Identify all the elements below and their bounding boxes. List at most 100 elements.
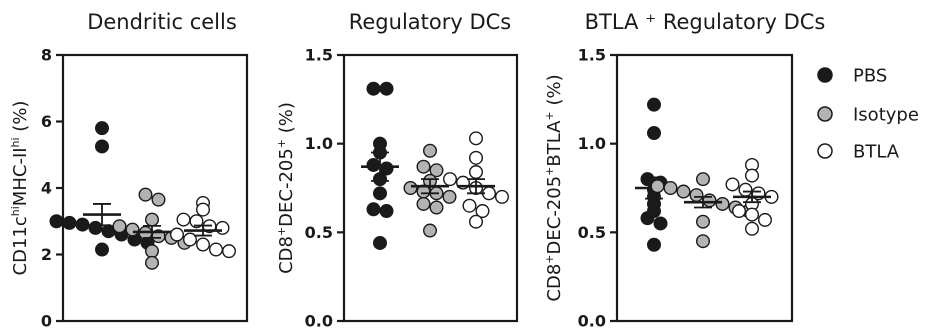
data-point-btla bbox=[208, 242, 223, 257]
y-axis-label-part: BTLA bbox=[544, 120, 565, 167]
data-point-isotype bbox=[403, 180, 418, 195]
data-point-isotype bbox=[423, 223, 438, 238]
data-point-pbs bbox=[94, 139, 109, 154]
data-point-btla bbox=[462, 198, 477, 213]
data-point-btla bbox=[469, 150, 484, 165]
y-axis-label-part: MHC-II bbox=[10, 147, 31, 206]
data-point-isotype bbox=[112, 219, 127, 234]
y-axis-label-part: + bbox=[543, 167, 556, 176]
legend: PBS Isotype BTLA bbox=[817, 66, 919, 163]
data-point-pbs bbox=[647, 126, 662, 141]
data-point-btla bbox=[169, 227, 184, 242]
y-axis-label: CD11chiMHC-IIhi (%) bbox=[9, 101, 31, 276]
y-axis-label-part: (%) bbox=[276, 102, 297, 139]
y-tick-label: 6 bbox=[41, 112, 52, 131]
data-point-isotype bbox=[151, 192, 166, 207]
data-point-isotype bbox=[689, 188, 704, 203]
data-point-btla bbox=[443, 172, 458, 187]
data-point-btla bbox=[182, 232, 197, 247]
data-point-isotype bbox=[650, 179, 665, 194]
data-point-btla bbox=[176, 212, 191, 227]
data-point-isotype bbox=[715, 196, 730, 211]
data-point-pbs bbox=[366, 81, 381, 96]
y-tick-label: 8 bbox=[41, 46, 52, 65]
data-point-btla bbox=[758, 212, 773, 227]
data-point-isotype bbox=[138, 187, 153, 202]
data-point-btla bbox=[469, 131, 484, 146]
data-point-pbs bbox=[94, 121, 109, 136]
y-axis-label-part: CD11c bbox=[10, 216, 31, 275]
y-axis-label-part: + bbox=[543, 254, 556, 263]
data-point-pbs bbox=[366, 202, 381, 217]
y-axis-label: CD8+DEC-205+BTLA+ (%) bbox=[543, 74, 565, 301]
y-axis-label-part: + bbox=[275, 227, 288, 236]
data-point-pbs bbox=[640, 211, 655, 226]
data-point-isotype bbox=[416, 159, 431, 174]
y-tick-label: 0.0 bbox=[305, 312, 333, 331]
data-point-isotype bbox=[696, 234, 711, 249]
data-point-btla bbox=[745, 221, 760, 236]
data-point-btla bbox=[215, 220, 230, 235]
data-point-btla bbox=[495, 189, 510, 204]
data-point-pbs bbox=[653, 216, 668, 231]
plot-frame bbox=[615, 53, 794, 323]
legend-marker bbox=[817, 106, 833, 122]
y-axis-label-part: DEC-205 bbox=[276, 148, 297, 227]
legend-label: PBS bbox=[853, 66, 887, 87]
data-point-pbs bbox=[75, 217, 90, 232]
data-point-pbs bbox=[379, 204, 394, 219]
data-point-btla bbox=[189, 214, 204, 229]
panel-3: BTLA ⁺ Regulatory DCs0.00.51.01.5CD8+DEC… bbox=[543, 10, 825, 331]
y-tick-label: 1.5 bbox=[305, 46, 333, 65]
data-point-pbs bbox=[366, 157, 381, 172]
y-tick-label: 0.5 bbox=[305, 223, 333, 242]
legend-label: BTLA bbox=[853, 142, 900, 163]
data-point-isotype bbox=[423, 143, 438, 158]
y-tick-label: 4 bbox=[41, 179, 52, 198]
y-tick-label: 0 bbox=[41, 312, 52, 331]
panel-title: BTLA ⁺ Regulatory DCs bbox=[585, 10, 826, 34]
data-point-pbs bbox=[373, 235, 388, 250]
data-point-isotype bbox=[144, 212, 159, 227]
data-point-btla bbox=[732, 204, 747, 219]
data-point-pbs bbox=[379, 81, 394, 96]
panel-title: Regulatory DCs bbox=[349, 10, 512, 34]
data-point-btla bbox=[195, 202, 210, 217]
data-point-pbs bbox=[49, 214, 64, 229]
y-axis-label-part: CD8 bbox=[544, 264, 565, 302]
plot-frame bbox=[61, 53, 249, 323]
data-point-isotype bbox=[442, 189, 457, 204]
data-point-isotype bbox=[696, 214, 711, 229]
y-tick-label: 1.5 bbox=[578, 46, 606, 65]
data-point-isotype bbox=[144, 244, 159, 259]
data-point-btla bbox=[469, 165, 484, 180]
data-point-btla bbox=[221, 244, 236, 259]
legend-marker bbox=[817, 143, 833, 159]
data-point-isotype bbox=[429, 163, 444, 178]
y-axis-label: CD8+DEC-205+ (%) bbox=[275, 102, 297, 274]
data-point-btla bbox=[725, 177, 740, 192]
data-point-btla bbox=[738, 182, 753, 197]
data-point-btla bbox=[745, 168, 760, 183]
data-point-isotype bbox=[696, 172, 711, 187]
plot-frame bbox=[342, 53, 519, 323]
y-tick-label: 0.0 bbox=[578, 312, 606, 331]
data-point-btla bbox=[745, 207, 760, 222]
panel-title: Dendritic cells bbox=[87, 10, 237, 34]
data-point-btla bbox=[195, 237, 210, 252]
data-point-isotype bbox=[676, 184, 691, 199]
y-axis-label-part: + bbox=[275, 139, 288, 148]
data-point-pbs bbox=[88, 220, 103, 235]
legend-marker bbox=[817, 67, 833, 83]
y-axis-label-part: (%) bbox=[10, 101, 31, 138]
data-point-pbs bbox=[373, 186, 388, 201]
data-point-btla bbox=[469, 214, 484, 229]
data-point-btla bbox=[475, 204, 490, 219]
data-point-isotype bbox=[416, 196, 431, 211]
data-point-pbs bbox=[62, 215, 77, 230]
y-tick-label: 0.5 bbox=[578, 223, 606, 242]
y-axis-label-part: DEC-205 bbox=[544, 176, 565, 255]
